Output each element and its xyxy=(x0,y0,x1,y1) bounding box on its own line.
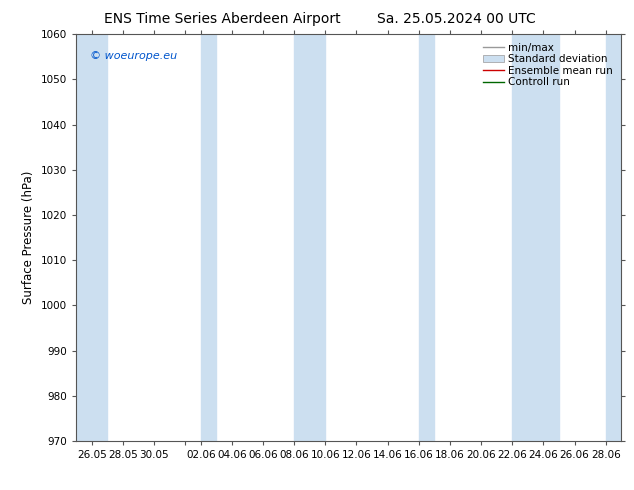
Bar xyxy=(419,34,434,441)
Bar xyxy=(605,34,621,441)
Text: ENS Time Series Aberdeen Airport: ENS Time Series Aberdeen Airport xyxy=(103,12,340,26)
Bar xyxy=(76,34,107,441)
Y-axis label: Surface Pressure (hPa): Surface Pressure (hPa) xyxy=(22,171,36,304)
Legend: min/max, Standard deviation, Ensemble mean run, Controll run: min/max, Standard deviation, Ensemble me… xyxy=(480,40,616,91)
Bar xyxy=(201,34,216,441)
Text: © woeurope.eu: © woeurope.eu xyxy=(90,50,177,61)
Bar xyxy=(512,34,559,441)
Text: Sa. 25.05.2024 00 UTC: Sa. 25.05.2024 00 UTC xyxy=(377,12,536,26)
Bar xyxy=(294,34,325,441)
